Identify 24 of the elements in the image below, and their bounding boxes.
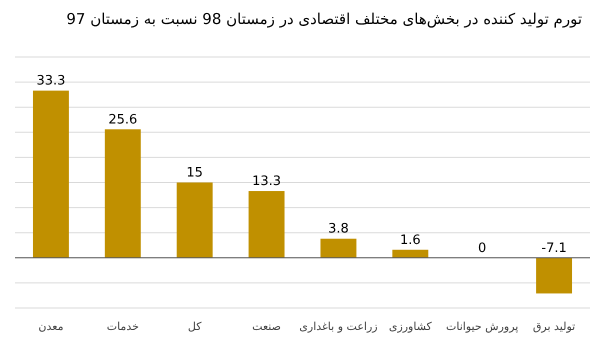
x-tick-label: کل <box>188 320 202 333</box>
bar <box>248 191 285 258</box>
data-label: 3.8 <box>328 222 349 237</box>
x-tick-label: زراعت و باغداری <box>299 320 378 333</box>
bar <box>32 90 69 258</box>
data-label: 25.6 <box>108 112 138 128</box>
data-label: 15 <box>186 166 203 180</box>
data-label: 1.6 <box>400 232 421 248</box>
bar <box>536 258 572 294</box>
x-tick-label: خدمات <box>106 320 139 333</box>
bar <box>104 129 141 258</box>
chart-title: تورم تولید کننده در بخش‌های مختلف اقتصادی در زمستان 98 نسبت به زمستان 97 <box>66 10 582 28</box>
bar <box>320 238 356 258</box>
data-label: 33.3 <box>36 74 66 89</box>
x-tick-label: صنعت <box>252 320 281 333</box>
bar <box>176 182 213 258</box>
x-tick-label: پرورش حیوانات <box>446 320 518 333</box>
data-label: -7.1 <box>541 240 567 256</box>
data-label: 13.3 <box>252 174 282 190</box>
x-tick-label: معدن <box>38 320 64 333</box>
x-tick-label: کشاورزی <box>388 320 433 333</box>
x-tick-label: تولید برق <box>532 320 576 333</box>
data-label: 0 <box>478 240 486 256</box>
bar <box>392 250 428 258</box>
